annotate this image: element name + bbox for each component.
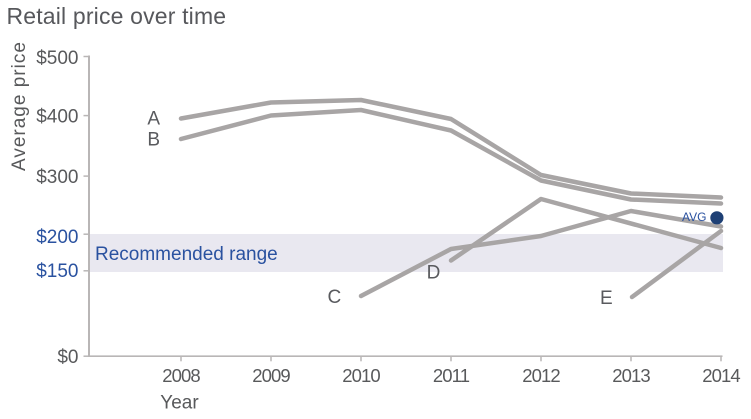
svg-text:D: D (427, 263, 441, 284)
svg-text:$300: $300 (36, 167, 78, 188)
svg-text:A: A (147, 108, 160, 129)
svg-text:$500: $500 (36, 48, 78, 69)
svg-text:2014: 2014 (702, 365, 740, 386)
svg-text:E: E (600, 288, 613, 309)
svg-text:2012: 2012 (522, 365, 560, 386)
svg-text:$400: $400 (36, 106, 78, 127)
svg-text:2010: 2010 (342, 365, 380, 386)
svg-text:Retail price over time: Retail price over time (7, 3, 227, 29)
svg-text:2009: 2009 (252, 365, 290, 386)
svg-text:Year: Year (160, 392, 199, 413)
svg-text:Average price: Average price (9, 41, 30, 171)
svg-text:B: B (147, 129, 160, 150)
svg-text:2011: 2011 (433, 365, 470, 386)
svg-text:$0: $0 (57, 347, 78, 368)
svg-text:$150: $150 (36, 261, 78, 282)
svg-text:2013: 2013 (612, 365, 650, 386)
svg-text:$200: $200 (36, 227, 78, 248)
svg-text:2008: 2008 (162, 365, 200, 386)
svg-text:C: C (328, 287, 342, 308)
svg-text:Recommended range: Recommended range (95, 244, 278, 265)
svg-text:AVG: AVG (682, 210, 706, 224)
